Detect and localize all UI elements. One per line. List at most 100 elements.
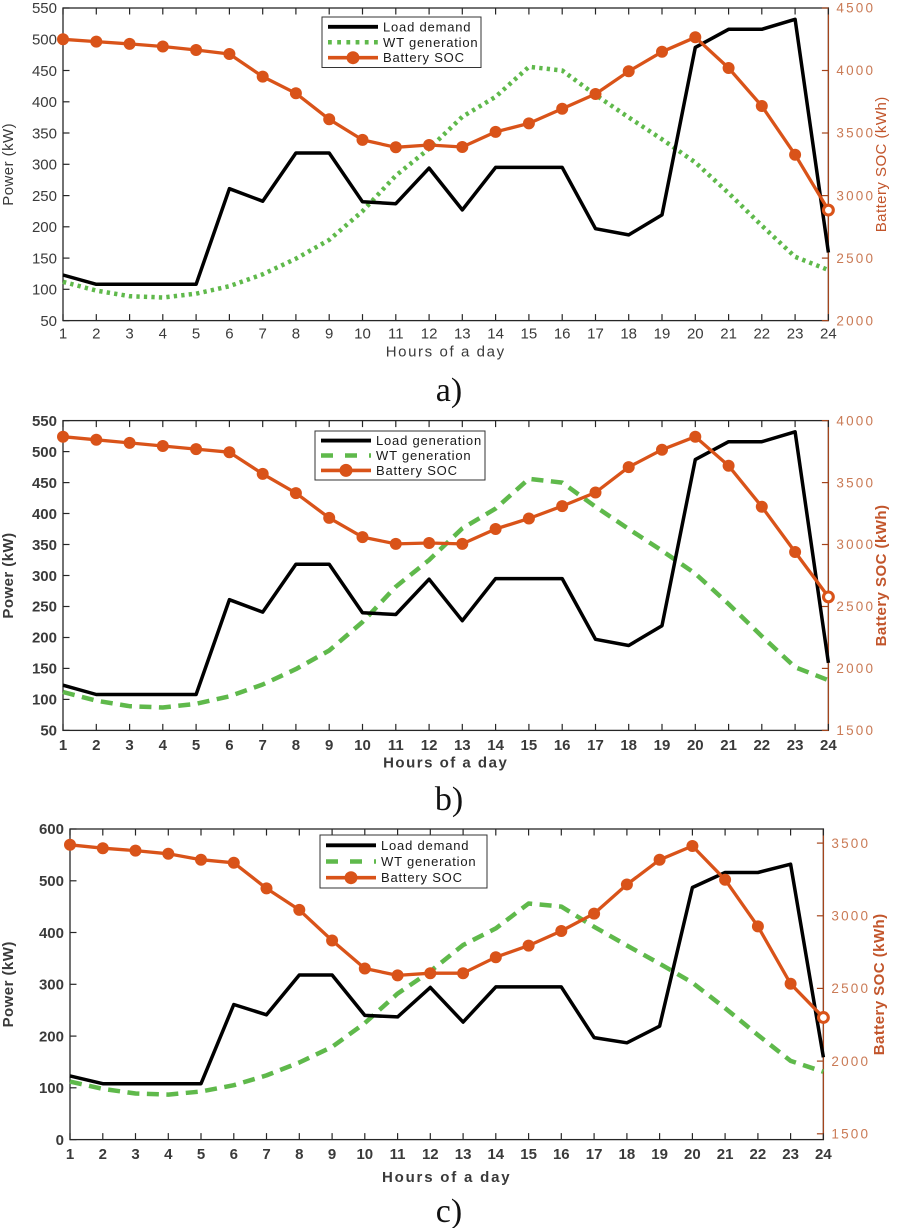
svg-text:1500: 1500 bbox=[836, 723, 875, 738]
svg-text:9: 9 bbox=[328, 1146, 336, 1163]
svg-text:16: 16 bbox=[554, 326, 571, 343]
svg-text:5: 5 bbox=[197, 1146, 205, 1163]
svg-text:21: 21 bbox=[720, 737, 737, 754]
svg-text:0: 0 bbox=[56, 1132, 64, 1149]
svg-text:250: 250 bbox=[32, 599, 57, 616]
svg-text:c): c) bbox=[436, 1193, 462, 1228]
svg-text:300: 300 bbox=[32, 568, 57, 585]
svg-text:100: 100 bbox=[32, 282, 57, 299]
svg-text:21: 21 bbox=[717, 1146, 734, 1163]
svg-text:4: 4 bbox=[164, 1146, 173, 1163]
svg-text:150: 150 bbox=[32, 661, 57, 678]
svg-text:2000: 2000 bbox=[836, 313, 875, 328]
svg-text:23: 23 bbox=[782, 1146, 799, 1163]
svg-text:22: 22 bbox=[753, 737, 770, 754]
svg-text:3: 3 bbox=[131, 1146, 139, 1163]
svg-text:7: 7 bbox=[259, 737, 267, 754]
svg-text:Battery SOC: Battery SOC bbox=[381, 870, 463, 885]
svg-text:Battery SOC (kWh): Battery SOC (kWh) bbox=[873, 505, 890, 647]
svg-text:600: 600 bbox=[39, 821, 64, 838]
svg-text:12: 12 bbox=[421, 326, 438, 343]
svg-text:WT generation: WT generation bbox=[381, 854, 476, 869]
svg-text:7: 7 bbox=[262, 1146, 270, 1163]
svg-text:450: 450 bbox=[32, 63, 57, 80]
svg-text:1500: 1500 bbox=[831, 1127, 870, 1142]
svg-text:Hours of a day: Hours of a day bbox=[382, 1169, 511, 1186]
svg-text:3000: 3000 bbox=[836, 188, 875, 203]
svg-text:8: 8 bbox=[292, 326, 300, 343]
svg-text:23: 23 bbox=[787, 737, 804, 754]
svg-text:550: 550 bbox=[32, 413, 57, 430]
svg-text:10: 10 bbox=[356, 1146, 373, 1163]
svg-text:15: 15 bbox=[520, 1146, 537, 1163]
svg-text:1: 1 bbox=[59, 737, 67, 754]
svg-text:13: 13 bbox=[455, 1146, 472, 1163]
svg-text:WT generation: WT generation bbox=[376, 448, 471, 463]
svg-text:17: 17 bbox=[587, 737, 604, 754]
svg-text:3500: 3500 bbox=[836, 126, 875, 141]
svg-text:10: 10 bbox=[354, 737, 371, 754]
svg-text:450: 450 bbox=[32, 475, 57, 492]
svg-text:19: 19 bbox=[654, 737, 671, 754]
svg-text:Hours of a day: Hours of a day bbox=[383, 755, 508, 772]
svg-text:16: 16 bbox=[554, 737, 571, 754]
svg-text:23: 23 bbox=[787, 326, 804, 343]
svg-text:4000: 4000 bbox=[836, 63, 875, 78]
svg-text:400: 400 bbox=[32, 506, 57, 523]
svg-text:20: 20 bbox=[687, 737, 704, 754]
svg-text:5: 5 bbox=[192, 737, 200, 754]
svg-text:17: 17 bbox=[587, 326, 604, 343]
svg-text:3500: 3500 bbox=[836, 475, 875, 490]
svg-text:500: 500 bbox=[32, 32, 57, 49]
svg-text:5: 5 bbox=[192, 326, 200, 343]
svg-text:200: 200 bbox=[32, 219, 57, 236]
svg-text:12: 12 bbox=[421, 737, 438, 754]
svg-text:19: 19 bbox=[654, 326, 671, 343]
svg-text:2000: 2000 bbox=[831, 1054, 870, 1069]
svg-text:50: 50 bbox=[40, 313, 57, 330]
svg-text:3: 3 bbox=[125, 326, 133, 343]
svg-text:13: 13 bbox=[454, 326, 471, 343]
svg-text:2500: 2500 bbox=[836, 251, 875, 266]
svg-text:24: 24 bbox=[815, 1146, 832, 1163]
svg-text:50: 50 bbox=[40, 723, 57, 740]
svg-text:4000: 4000 bbox=[836, 413, 875, 428]
svg-text:18: 18 bbox=[619, 1146, 636, 1163]
svg-text:400: 400 bbox=[32, 94, 57, 111]
svg-text:500: 500 bbox=[32, 444, 57, 461]
svg-text:10: 10 bbox=[354, 326, 371, 343]
svg-text:18: 18 bbox=[620, 737, 637, 754]
svg-text:Load demand: Load demand bbox=[383, 19, 471, 34]
svg-text:4500: 4500 bbox=[836, 1, 875, 16]
svg-text:12: 12 bbox=[422, 1146, 439, 1163]
svg-text:Power (kW): Power (kW) bbox=[0, 532, 17, 618]
svg-text:WT generation: WT generation bbox=[383, 35, 478, 50]
svg-text:13: 13 bbox=[454, 737, 471, 754]
svg-text:3500: 3500 bbox=[831, 836, 870, 851]
svg-text:11: 11 bbox=[390, 1146, 406, 1163]
svg-text:17: 17 bbox=[586, 1146, 603, 1163]
svg-text:6: 6 bbox=[225, 326, 233, 343]
svg-text:2: 2 bbox=[99, 1146, 107, 1163]
svg-text:20: 20 bbox=[684, 1146, 701, 1163]
svg-text:1: 1 bbox=[59, 326, 67, 343]
svg-text:24: 24 bbox=[820, 326, 837, 343]
svg-text:2000: 2000 bbox=[836, 661, 875, 676]
svg-text:16: 16 bbox=[553, 1146, 570, 1163]
svg-text:2500: 2500 bbox=[836, 599, 875, 614]
svg-text:150: 150 bbox=[32, 250, 57, 267]
svg-text:9: 9 bbox=[325, 737, 333, 754]
svg-text:100: 100 bbox=[32, 692, 57, 709]
svg-text:2500: 2500 bbox=[831, 981, 870, 996]
svg-text:18: 18 bbox=[620, 326, 637, 343]
svg-text:200: 200 bbox=[39, 1028, 64, 1045]
svg-text:Load generation: Load generation bbox=[376, 433, 482, 448]
svg-text:200: 200 bbox=[32, 630, 57, 647]
svg-text:2: 2 bbox=[92, 326, 100, 343]
svg-text:Battery SOC (kWh): Battery SOC (kWh) bbox=[873, 96, 890, 232]
svg-text:3000: 3000 bbox=[836, 537, 875, 552]
svg-text:a): a) bbox=[436, 372, 462, 409]
svg-text:15: 15 bbox=[521, 737, 538, 754]
svg-text:22: 22 bbox=[753, 326, 770, 343]
svg-text:9: 9 bbox=[325, 326, 333, 343]
